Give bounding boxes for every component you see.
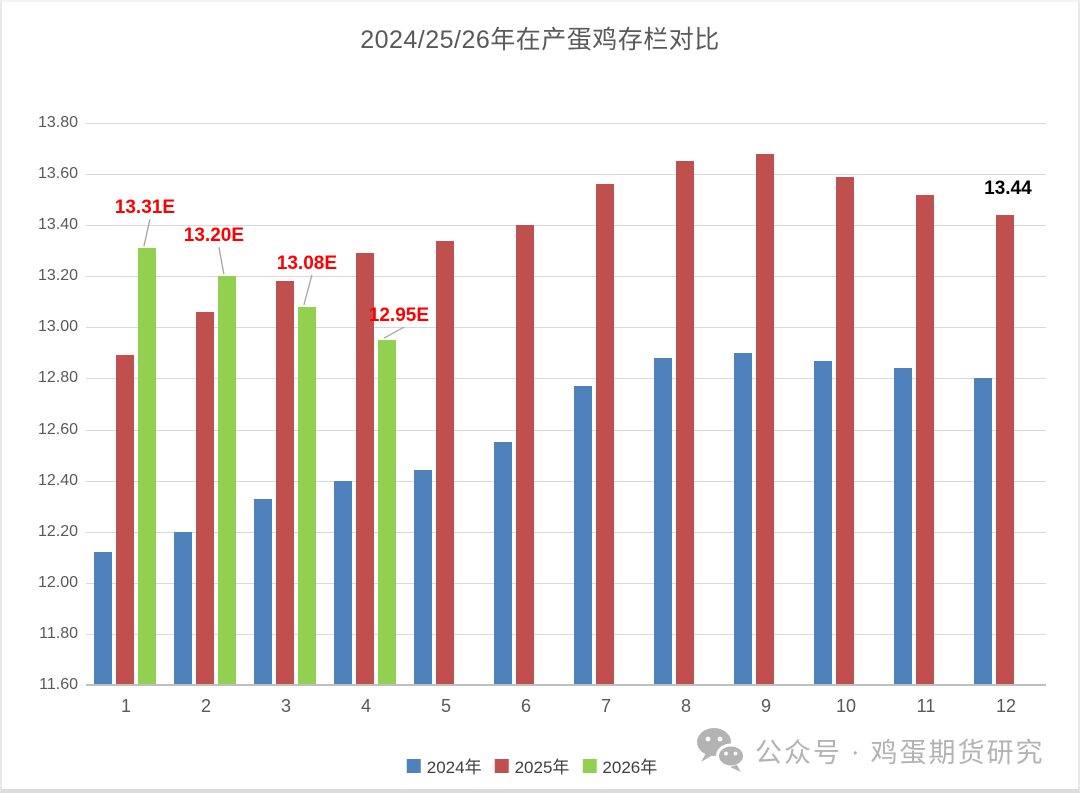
- gridline: [86, 174, 1046, 176]
- y-tick-label: 12.80: [37, 369, 78, 387]
- legend-label: 2026年: [602, 758, 658, 777]
- bar-2025年-month-5: [435, 240, 454, 685]
- bar-2024年-month-8: [654, 358, 672, 685]
- bar-2024年-month-12: [974, 378, 992, 685]
- x-tick-label: 7: [600, 696, 611, 716]
- bar-2026年-month-3: [297, 306, 316, 685]
- x-tick-label: 2: [200, 696, 211, 716]
- bar-2025年-month-8: [675, 161, 694, 685]
- legend-item-2024年: 2024年: [406, 753, 482, 778]
- y-tick-label: 13.00: [37, 318, 78, 336]
- y-tick-label: 13.60: [37, 165, 78, 183]
- legend-item-2026年: 2026年: [582, 753, 657, 778]
- y-tick-label: 13.80: [37, 114, 78, 131]
- gridline: [86, 225, 1046, 227]
- x-tick-label: 12: [995, 696, 1017, 716]
- gridline: [86, 633, 1046, 635]
- bar-2024年-month-11: [894, 368, 912, 685]
- y-tick-label: 11.80: [39, 624, 78, 642]
- x-tick-label: 6: [520, 696, 531, 716]
- bar-2024年-month-9: [734, 352, 752, 685]
- y-tick-label: 12.60: [37, 420, 78, 438]
- bar-2026年-month-1: [137, 248, 156, 685]
- x-tick-label: 8: [680, 696, 691, 716]
- bar-2025年-month-1: [115, 355, 134, 685]
- y-tick-label: 13.20: [37, 267, 78, 285]
- bar-2025年-month-10: [835, 176, 854, 685]
- x-tick-label: 1: [120, 696, 131, 716]
- gridline: [86, 582, 1046, 584]
- legend-item-2025年: 2025年: [494, 753, 570, 778]
- watermark: 公众号 · 鸡蛋期货研究: [694, 726, 1045, 774]
- legend-label: 2024年: [426, 758, 482, 777]
- bar-2024年-month-5: [414, 470, 432, 685]
- bar-2025年-month-3: [275, 281, 294, 685]
- gridline: [86, 480, 1046, 482]
- annotation-13.44: 13.44: [984, 177, 1032, 199]
- bar-2024年-month-3: [254, 498, 272, 685]
- annotation-13.08E: 13.08E: [276, 252, 338, 274]
- gridline: [86, 429, 1046, 431]
- gridline: [86, 327, 1046, 329]
- bar-2025年-month-6: [515, 225, 534, 685]
- y-tick-label: 11.60: [39, 676, 78, 693]
- watermark-text: 公众号 · 鸡蛋期货研究: [755, 737, 1045, 768]
- y-tick-label: 12.20: [37, 522, 78, 540]
- x-tick-label: 4: [360, 696, 371, 716]
- legend-swatch: [494, 758, 509, 773]
- x-tick-label: 3: [280, 696, 291, 716]
- bar-2024年-month-10: [814, 360, 832, 685]
- legend-label: 2025年: [514, 758, 570, 777]
- x-axis-line: [86, 684, 1046, 686]
- bar-2025年-month-12: [995, 214, 1014, 685]
- bar-2025年-month-11: [915, 194, 934, 685]
- bar-2025年-month-7: [595, 184, 614, 685]
- y-tick-label: 12.40: [37, 471, 78, 489]
- bar-2025年-month-9: [755, 153, 774, 685]
- gridline: [86, 276, 1046, 278]
- bar-2024年-month-2: [174, 531, 192, 685]
- gridline: [86, 531, 1046, 533]
- bar-2025年-month-4: [355, 253, 374, 685]
- bar-2026年-month-2: [217, 276, 236, 685]
- x-tick-label: 9: [760, 696, 771, 716]
- y-tick-label: 12.00: [37, 573, 78, 591]
- bar-2026年-month-4: [377, 340, 396, 685]
- plot-area: [86, 123, 1046, 686]
- annotation-13.31E: 13.31E: [114, 197, 176, 219]
- bar-2025年-month-2: [195, 312, 214, 685]
- gridline: [86, 123, 1046, 124]
- annotation-13.20E: 13.20E: [183, 225, 245, 247]
- annotation-12.95E: 12.95E: [368, 305, 430, 327]
- bar-2024年-month-7: [574, 386, 592, 685]
- legend-swatch: [582, 758, 597, 773]
- y-tick-label: 13.40: [37, 216, 78, 234]
- bar-2024年-month-4: [334, 480, 352, 685]
- x-tick-label: 11: [916, 696, 936, 716]
- bar-2024年-month-6: [494, 442, 512, 685]
- bar-2024年-month-1: [94, 552, 112, 685]
- x-tick-label: 10: [835, 696, 857, 716]
- gridline: [86, 378, 1046, 380]
- legend-swatch: [406, 758, 421, 773]
- x-tick-label: 5: [440, 696, 451, 716]
- legend: 2024年 2025年 2026年: [406, 753, 657, 778]
- wechat-icon: [697, 728, 746, 772]
- chart-title: 2024/25/26年在产蛋鸡存栏对比: [360, 26, 720, 54]
